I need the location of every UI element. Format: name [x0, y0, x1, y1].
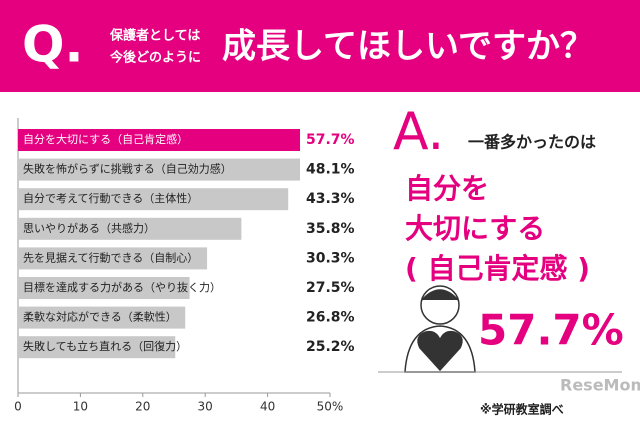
bar: [18, 217, 242, 240]
value-label: 43.3%: [306, 191, 355, 207]
answer-line: ( 自己肯定感 ): [405, 252, 590, 285]
bar: [18, 306, 186, 329]
value-label: 27.5%: [306, 280, 355, 296]
category-label: 失敗しても立ち直れる（回復力）: [23, 339, 187, 353]
value-label: 25.2%: [306, 339, 355, 355]
value-label: 57.7%: [306, 132, 355, 148]
bar: [18, 188, 289, 211]
bar: [18, 129, 300, 151]
bar: [18, 158, 300, 181]
value-label: 48.1%: [306, 162, 355, 178]
question-mark: Q.: [22, 16, 84, 74]
value-label: 26.8%: [306, 310, 355, 326]
bar: [18, 247, 208, 270]
category-label: 目標を達成する力がある（やり抜く力）: [23, 280, 221, 294]
answer-value: 57.7%: [478, 306, 624, 355]
header-band: [0, 0, 640, 92]
x-tick-label: 20: [135, 400, 150, 414]
question-sub: 保護者としては: [109, 28, 200, 44]
category-label: 柔軟な対応ができる（柔軟性）: [23, 310, 177, 324]
child-illustration: [404, 285, 476, 373]
x-tick-label: 50%: [317, 400, 344, 414]
x-tick-label: 0: [14, 400, 22, 414]
category-label: 思いやりがある（共感力）: [23, 221, 155, 235]
answer-line: 大切にする: [405, 212, 545, 245]
category-label: 自分で考えて行動できる（主体性）: [23, 191, 198, 205]
category-label: 自分を大切にする（自己肯定感）: [23, 132, 188, 146]
x-tick-label: 10: [73, 400, 88, 414]
category-label: 失敗を怖がらずに挑戦する（自己効力感）: [23, 162, 232, 176]
category-label: 先を見据えて行動できる（自制心）: [23, 250, 198, 264]
x-tick-label: 40: [260, 400, 275, 414]
bar: [18, 277, 190, 299]
question-sub: 今後どのように: [109, 50, 201, 66]
watermark: ReseMom: [560, 376, 640, 395]
x-tick-label: 30: [198, 400, 213, 414]
answer-mark: A.: [393, 102, 444, 162]
value-label: 30.3%: [306, 250, 355, 266]
footer-note: ※学研教室調べ: [480, 402, 564, 417]
bar: [18, 336, 176, 359]
question-main: 成長してほしいですか？: [222, 27, 594, 67]
answer-lead: 一番多かったのは: [468, 133, 596, 152]
value-label: 35.8%: [306, 221, 355, 237]
answer-line: 自分を: [405, 172, 489, 205]
